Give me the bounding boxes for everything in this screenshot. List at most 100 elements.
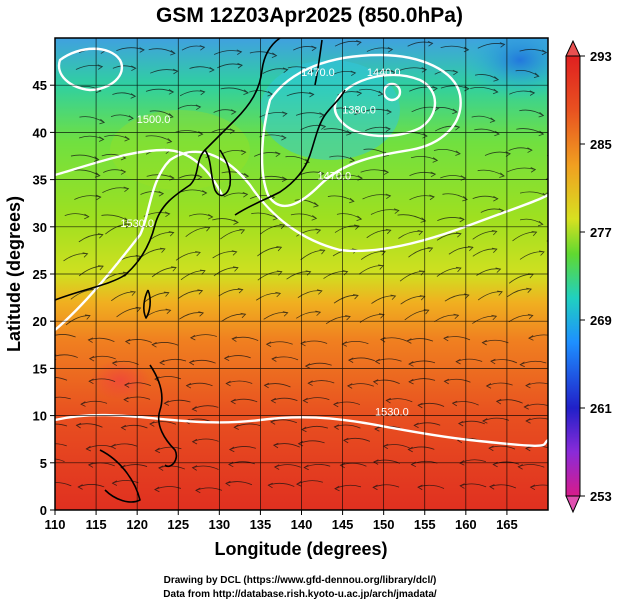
streamline-arrow: [45, 482, 50, 487]
y-axis-label: Latitude (degrees): [4, 196, 24, 352]
streamline: [55, 423, 68, 427]
streamline: [294, 199, 319, 207]
streamline-arrow: [350, 70, 357, 77]
streamline: [192, 438, 219, 443]
streamline-arrow: [154, 486, 160, 493]
streamline-arrow: [407, 446, 413, 453]
streamline-arrow: [491, 247, 498, 253]
streamline-arrow: [462, 195, 468, 202]
streamline-arrow: [308, 67, 315, 74]
streamline: [286, 92, 314, 97]
streamline: [287, 66, 314, 72]
streamline-arrow: [45, 398, 50, 403]
streamline-arrow: [378, 264, 384, 270]
streamline: [363, 108, 392, 113]
streamline-arrow: [195, 487, 201, 494]
streamline-arrow: [307, 380, 313, 386]
streamline-arrow: [377, 90, 384, 97]
streamline-arrow: [347, 357, 354, 363]
streamline-arrow: [168, 113, 174, 119]
streamline-arrow: [303, 464, 309, 471]
streamline-arrow: [485, 383, 492, 389]
streamline-arrow: [237, 62, 243, 69]
streamline-arrow: [427, 247, 434, 253]
streamline-arrow: [488, 445, 494, 452]
streamline: [251, 212, 278, 219]
streamline-arrow: [296, 481, 302, 487]
streamline-arrow: [499, 42, 506, 48]
streamline-arrow: [467, 245, 474, 252]
streamline-arrow: [84, 314, 91, 320]
streamline-arrow: [239, 228, 246, 234]
streamline-arrow: [195, 104, 202, 111]
streamline-arrow: [275, 151, 281, 157]
streamline-arrow: [443, 378, 450, 385]
streamline-arrow: [493, 195, 499, 202]
contour-label: 1470.0: [318, 171, 352, 183]
streamline-arrow: [82, 252, 89, 258]
streamline: [55, 482, 72, 487]
streamline-arrow: [417, 402, 423, 409]
streamline-arrow: [420, 217, 427, 223]
streamline-arrow: [159, 359, 165, 366]
streamline: [370, 209, 399, 215]
lat-lon-grid: [55, 38, 548, 510]
y-tick-label: 0: [40, 503, 47, 518]
streamline-arrow: [128, 115, 134, 121]
coastline-taiwan: [143, 289, 151, 319]
streamline-arrow: [333, 424, 340, 430]
streamline-arrow: [421, 67, 428, 73]
streamline-arrow: [495, 398, 502, 405]
streamline-arrow: [88, 355, 95, 362]
contour-label: 1530.0: [375, 407, 409, 419]
streamline-arrow: [383, 151, 390, 158]
streamline-arrow: [494, 130, 500, 137]
streamline-arrow: [225, 380, 231, 387]
streamline: [305, 362, 332, 367]
streamline-arrow: [374, 426, 380, 432]
streamline-arrow: [232, 266, 239, 272]
streamline-arrow: [495, 267, 502, 273]
streamline: [150, 69, 178, 74]
streamline: [342, 340, 369, 345]
streamline-arrow: [455, 358, 461, 365]
streamline-arrow: [124, 136, 130, 142]
streamline-arrow: [197, 289, 204, 295]
streamline: [442, 193, 468, 200]
streamline: [190, 334, 217, 339]
streamline-arrow: [538, 130, 545, 137]
weather-map-figure: 1530.01440.01380.01500.01470.01470.01530…: [4, 37, 612, 559]
streamline: [220, 87, 249, 94]
streamline-arrow: [346, 130, 352, 136]
contour-line: [260, 53, 462, 207]
streamline-arrow: [41, 425, 45, 430]
streamline-arrow: [453, 313, 460, 320]
streamline: [493, 461, 520, 465]
streamline-arrow: [189, 334, 196, 341]
coastline-borneo: [99, 449, 141, 503]
colorbar-top-arrow: [565, 39, 581, 57]
contour-label: 1440.0: [367, 67, 401, 79]
streamline: [440, 85, 469, 90]
x-tick-label: 150: [373, 517, 395, 532]
streamline: [79, 116, 105, 123]
streamline-arrow: [523, 404, 529, 410]
y-tick-label: 35: [33, 173, 47, 188]
streamline-arrow: [233, 424, 239, 430]
streamline-arrow: [242, 192, 249, 198]
y-tick-label: 10: [33, 409, 47, 424]
streamline-arrow: [311, 215, 318, 221]
contour-label: 1500.0: [137, 114, 171, 126]
streamline-arrow: [372, 379, 379, 385]
height-contours: [55, 47, 548, 447]
streamline: [362, 194, 391, 200]
streamline-arrow: [492, 88, 499, 95]
streamline-arrow: [270, 419, 276, 425]
y-tick-label: 5: [40, 456, 47, 471]
streamline-arrow: [309, 91, 315, 98]
streamline-arrow: [159, 247, 166, 253]
streamline-arrow: [345, 315, 351, 321]
streamline: [55, 458, 65, 462]
streamline-arrow: [230, 398, 236, 405]
streamline: [329, 155, 355, 161]
